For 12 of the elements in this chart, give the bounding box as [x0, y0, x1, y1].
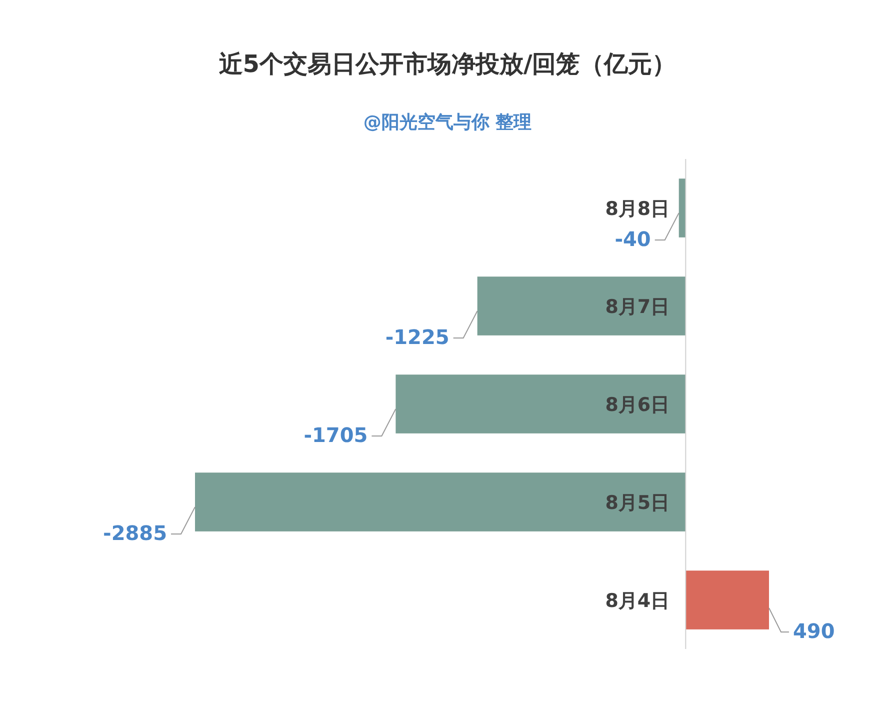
- y-tick-label: 8月5日: [605, 492, 670, 514]
- y-tick-label: 8月4日: [605, 590, 670, 612]
- chart-subtitle: @阳光空气与你 整理: [363, 112, 532, 133]
- chart-title: 近5个交易日公开市场净投放/回笼（亿元）: [218, 50, 676, 78]
- y-tick-label: 8月6日: [605, 394, 670, 416]
- data-label: -2885: [103, 521, 167, 545]
- data-label: 490: [793, 619, 835, 643]
- y-tick-label: 8月7日: [605, 296, 670, 318]
- data-label: -1705: [304, 423, 368, 447]
- y-tick-label: 8月8日: [605, 198, 670, 220]
- data-label: -1225: [385, 325, 450, 349]
- data-label: -40: [614, 227, 651, 251]
